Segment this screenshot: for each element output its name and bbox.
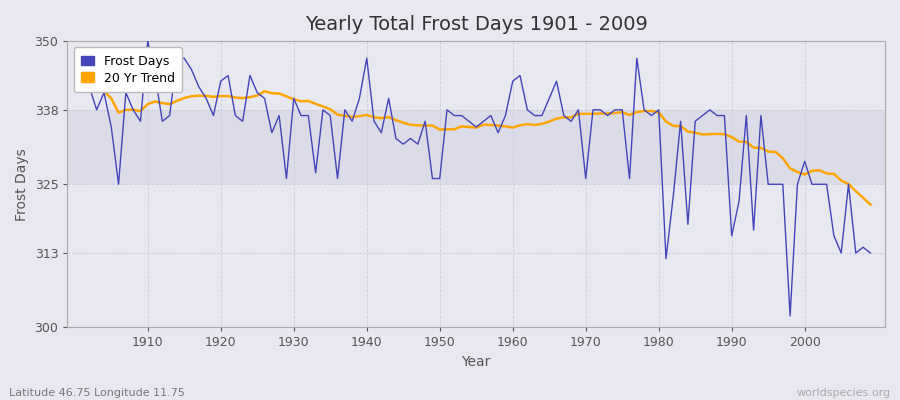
Text: worldspecies.org: worldspecies.org (796, 388, 891, 398)
20 Yr Trend (76, 73, 87, 78)
20 Yr Trend (865, 202, 876, 207)
20 Yr Trend (508, 125, 518, 130)
Line: Frost Days: Frost Days (82, 41, 870, 316)
Text: Latitude 46.75 Longitude 11.75: Latitude 46.75 Longitude 11.75 (9, 388, 184, 398)
Bar (68, 110, 885, 184)
Frost Days (602, 113, 613, 118)
Bar (68, 184, 885, 328)
20 Yr Trend (135, 109, 146, 114)
Title: Yearly Total Frost Days 1901 - 2009: Yearly Total Frost Days 1901 - 2009 (305, 15, 648, 34)
X-axis label: Year: Year (462, 355, 490, 369)
Line: 20 Yr Trend: 20 Yr Trend (82, 76, 870, 204)
20 Yr Trend (595, 111, 606, 116)
Y-axis label: Frost Days: Frost Days (15, 148, 29, 221)
Frost Days (515, 73, 526, 78)
Legend: Frost Days, 20 Yr Trend: Frost Days, 20 Yr Trend (74, 47, 182, 92)
Frost Days (303, 113, 314, 118)
20 Yr Trend (500, 124, 511, 129)
Frost Days (865, 250, 876, 255)
Frost Days (785, 314, 796, 318)
Frost Days (508, 79, 518, 84)
Frost Days (76, 73, 87, 78)
Bar (68, 41, 885, 110)
20 Yr Trend (339, 114, 350, 118)
20 Yr Trend (295, 99, 306, 104)
Frost Days (142, 39, 153, 44)
Frost Days (346, 119, 357, 124)
Frost Days (135, 119, 146, 124)
